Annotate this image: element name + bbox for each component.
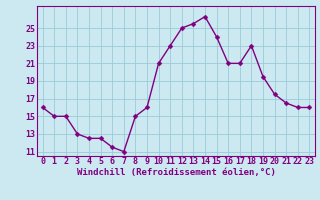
X-axis label: Windchill (Refroidissement éolien,°C): Windchill (Refroidissement éolien,°C): [76, 168, 276, 177]
